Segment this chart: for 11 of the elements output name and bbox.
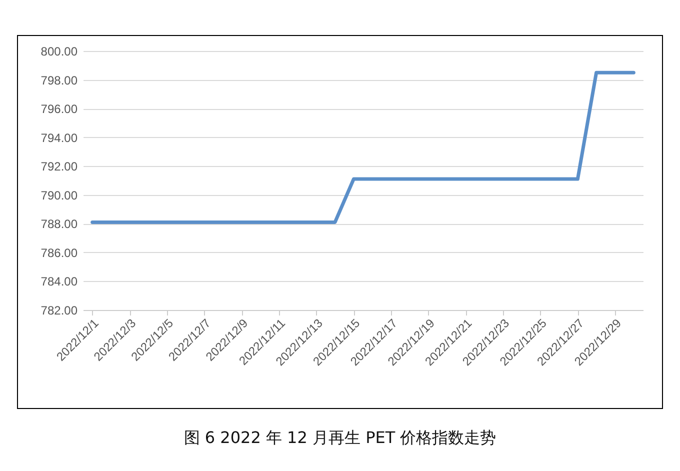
y-tick-label: 798.00 xyxy=(40,73,78,88)
y-tick-label: 792.00 xyxy=(40,160,78,174)
y-tick-label: 800.00 xyxy=(40,44,78,58)
y-tick-label: 788.00 xyxy=(40,217,78,232)
y-tick-label: 790.00 xyxy=(40,188,78,202)
text: 图 6 2022 年 12 月再生 PET 价格指数走势 xyxy=(182,428,498,449)
y-tick-label: 782.00 xyxy=(40,304,78,318)
y-tick-label: 786.00 xyxy=(40,246,78,260)
y-tick-label: 784.00 xyxy=(40,274,78,289)
y-tick-label: 796.00 xyxy=(40,102,78,116)
y-tick-label: 794.00 xyxy=(40,130,78,145)
